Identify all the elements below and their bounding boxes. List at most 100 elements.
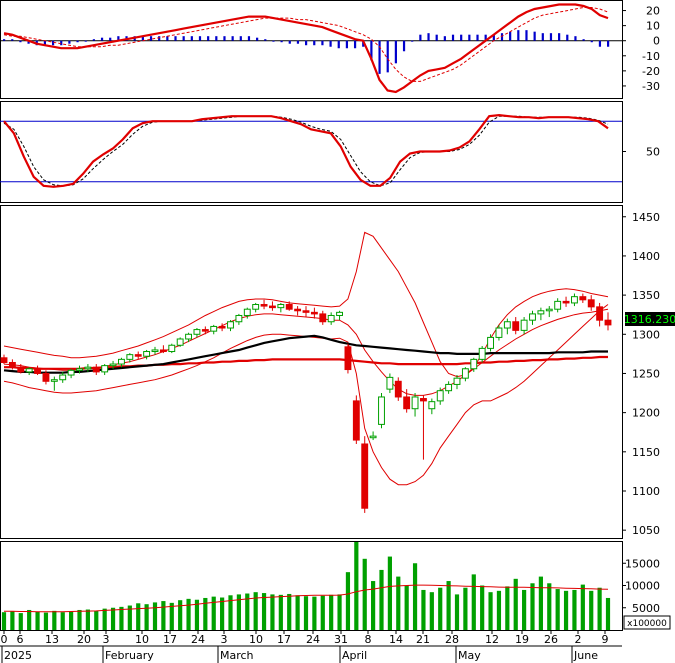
volume-bar bbox=[35, 611, 40, 630]
stochastic-tick-label: 50 bbox=[646, 146, 660, 159]
volume-bar bbox=[345, 572, 351, 630]
volume-bar bbox=[530, 583, 535, 630]
volume-bar bbox=[228, 595, 233, 630]
macd-histogram-bar bbox=[574, 36, 577, 41]
price-tick-label: 1100 bbox=[632, 485, 660, 498]
macd-histogram-bar bbox=[109, 37, 112, 41]
candle-body bbox=[587, 299, 595, 308]
volume-bar bbox=[161, 601, 166, 630]
candle-body bbox=[42, 372, 50, 382]
volume-bar bbox=[572, 589, 577, 630]
x-tick-label: 24 bbox=[306, 633, 320, 646]
macd-histogram-bar bbox=[68, 40, 71, 44]
candle-body bbox=[352, 400, 360, 441]
candle-body bbox=[571, 296, 578, 304]
candle-body bbox=[176, 338, 184, 346]
candle-body bbox=[310, 311, 318, 315]
x-tick-label: 8 bbox=[365, 633, 372, 646]
macd-histogram-bar bbox=[386, 40, 389, 73]
candle-body bbox=[420, 398, 427, 402]
x-tick-label: 6 bbox=[17, 633, 24, 646]
macd-histogram-bar bbox=[280, 40, 283, 43]
volume-bar bbox=[463, 587, 468, 630]
macd-histogram-bar bbox=[329, 40, 332, 47]
current-price-label: 1316.230 bbox=[624, 313, 675, 326]
volume-bar bbox=[110, 607, 116, 630]
volume-bar bbox=[379, 569, 384, 630]
candle-body bbox=[294, 308, 302, 312]
volume-bar bbox=[169, 602, 174, 630]
macd-histogram-bar bbox=[92, 39, 95, 41]
stochastic-panel: 50 bbox=[0, 113, 660, 188]
macd-histogram-bar bbox=[198, 36, 202, 41]
volume-bar bbox=[471, 574, 476, 630]
volume-bar bbox=[496, 590, 502, 630]
volume-bar bbox=[60, 612, 65, 630]
macd-histogram-bar bbox=[223, 36, 226, 41]
candle-body bbox=[428, 401, 436, 410]
candle-body bbox=[25, 368, 33, 373]
volume-bar bbox=[362, 558, 367, 630]
candle-body bbox=[235, 314, 243, 323]
macd-histogram-bar bbox=[468, 34, 471, 41]
macd-frame bbox=[0, 0, 623, 99]
macd-histogram-bar bbox=[435, 34, 438, 41]
candle-body bbox=[436, 390, 444, 402]
stochastic-k-line bbox=[3, 113, 609, 188]
x-tick-label: 12 bbox=[485, 633, 499, 646]
volume-bar bbox=[396, 576, 401, 630]
macd-histogram-bar bbox=[190, 36, 193, 41]
candle-body bbox=[252, 304, 260, 310]
volume-bar bbox=[85, 609, 90, 630]
macd-histogram-bar bbox=[419, 34, 422, 41]
candle-body bbox=[59, 374, 67, 381]
volume-tick-label: 10000 bbox=[625, 580, 660, 593]
volume-bar bbox=[605, 597, 611, 630]
price-tick-label: 1250 bbox=[632, 367, 660, 380]
volume-bar bbox=[178, 600, 183, 630]
macd-histogram-bar bbox=[272, 40, 275, 42]
candle-body bbox=[17, 366, 25, 373]
volume-bar bbox=[429, 592, 434, 630]
macd-histogram-bar bbox=[492, 34, 495, 41]
macd-histogram-bar bbox=[582, 39, 585, 41]
volume-tick-label: 5000 bbox=[632, 602, 660, 615]
macd-histogram-bar bbox=[443, 36, 446, 41]
macd-histogram-bar bbox=[231, 36, 234, 41]
candle-body bbox=[210, 325, 218, 332]
x-tick-label: 26 bbox=[544, 633, 558, 646]
candle-body bbox=[445, 383, 453, 392]
macd-histogram-bar bbox=[517, 30, 520, 41]
macd-histogram-bar bbox=[337, 40, 340, 49]
volume-bar bbox=[69, 611, 74, 630]
stochastic-d-line bbox=[3, 115, 609, 187]
macd-histogram-bar bbox=[141, 36, 144, 41]
candle-body bbox=[109, 363, 117, 367]
volume-multiplier-label: x100000 bbox=[627, 619, 667, 629]
candle-body bbox=[470, 358, 478, 370]
price-tick-label: 1300 bbox=[632, 328, 660, 341]
candle-body bbox=[487, 336, 494, 349]
price-tick-label: 1050 bbox=[632, 524, 660, 537]
macd-tick-label: -30 bbox=[642, 80, 660, 93]
macd-histogram-bar bbox=[288, 40, 291, 44]
volume-bar bbox=[480, 585, 485, 630]
macd-histogram-bar bbox=[451, 34, 455, 41]
candle-body bbox=[134, 354, 142, 357]
x-tick-label: 21 bbox=[416, 633, 430, 646]
candle-body bbox=[260, 304, 268, 307]
volume-bar bbox=[194, 599, 200, 630]
volume-bar bbox=[522, 589, 527, 630]
macd-histogram-bar bbox=[460, 34, 463, 41]
macd-histogram-bar bbox=[166, 36, 169, 41]
volume-bar bbox=[295, 595, 300, 630]
volume-bar bbox=[387, 556, 392, 630]
candle-body bbox=[126, 354, 134, 360]
candle-body bbox=[562, 300, 570, 304]
volume-bar bbox=[421, 589, 426, 630]
volume-bar bbox=[203, 597, 208, 630]
candle-body bbox=[34, 368, 41, 374]
macd-histogram-bar bbox=[484, 34, 487, 41]
volume-moving-average-line bbox=[4, 584, 609, 613]
volume-panel: 15000 10000 5000 bbox=[1, 542, 660, 630]
